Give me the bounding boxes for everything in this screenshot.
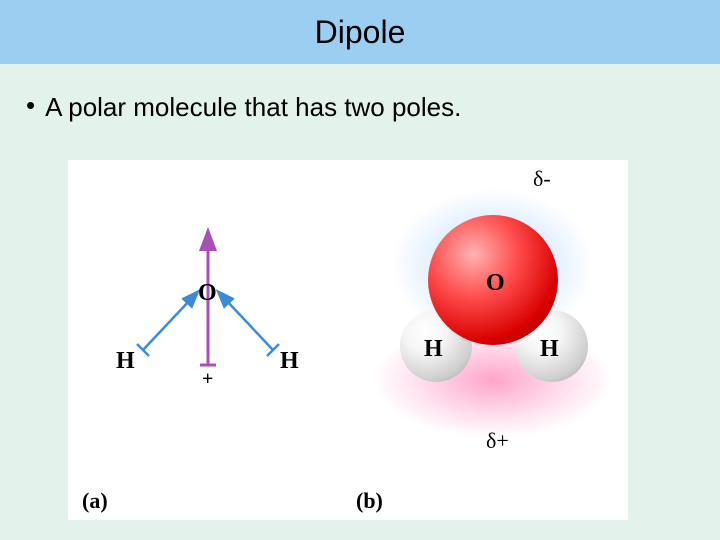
slide-title: Dipole [315,14,406,51]
atom-o-label-a: O [198,280,217,307]
figure-panel: O H H + O H H δ- δ+ (a) (b) [68,160,628,520]
bullet-text: A polar molecule that has two poles. [45,92,461,123]
plus-label-a: + [202,368,213,391]
panel-label-a: (a) [82,488,108,514]
atom-h-left-label-a: H [116,348,135,375]
atom-o-label-b: O [486,270,505,297]
bullet-dot: • [26,92,35,118]
atom-h-left-label-b: H [424,336,443,363]
atom-h-right-label-a: H [280,348,299,375]
atom-h-right-label-b: H [540,336,559,363]
diagram-a-svg [88,220,328,440]
delta-positive: δ+ [486,428,509,454]
panel-label-b: (b) [356,488,383,514]
bullet-row: • A polar molecule that has two poles. [20,92,700,123]
diagram-b: O H H δ- δ+ [368,160,618,480]
title-bar: Dipole [0,0,720,64]
bullet-area: • A polar molecule that has two poles. [0,64,720,123]
diagram-a: O H H + [88,220,328,440]
delta-negative: δ- [533,166,551,192]
